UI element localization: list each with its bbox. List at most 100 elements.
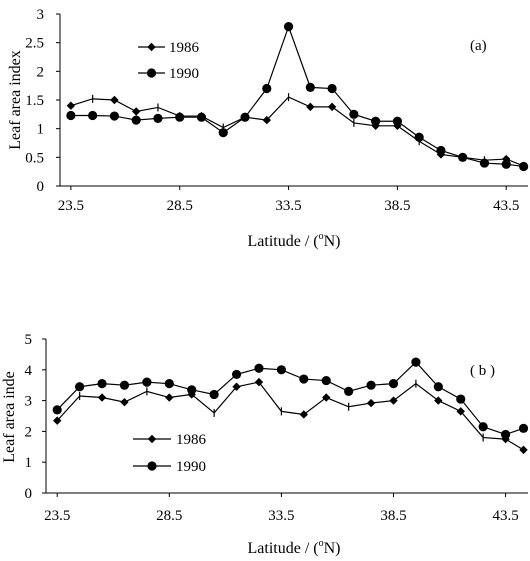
panel-b-series-1990-point [411,357,421,367]
panel-a-series-1990 [66,22,529,172]
panel-a-series-1990-line [70,24,524,168]
panel-b-y-tick-label: 3 [25,394,33,410]
panel-b-x-tick-label: 38.5 [380,508,406,524]
panel-b-series-1990-point [52,405,62,415]
panel-b-series-1990-point [299,374,309,384]
panel-a-y-tick-label: 0 [37,179,45,195]
panel-a-series-1990-point [196,112,207,122]
panel-b-legend-label: 1986 [176,432,207,448]
panel-a-y-tick-label: 1 [37,122,45,138]
panel-b-series-1986-point [519,445,528,455]
panel-b-series-1990-point [209,389,219,400]
panel-b-y-tick-label: 5 [25,332,33,348]
panel-a-x-tick-label: 43.5 [493,198,519,214]
panel-a-series-1986-point [306,102,315,112]
panel-b-y-tick-label: 0 [25,486,33,502]
panel-a-series-1990-point [109,111,120,121]
panel-b-x-tick-label: 28.5 [156,508,182,524]
panel-a-y-axis-title: Leaf area index [7,50,24,149]
panel-b-series-1986-point [120,397,129,407]
panel-b-x-axis-title: Latitude / (oN) [248,538,341,557]
panel-a-y-tick-label: 0.5 [25,150,44,166]
panel-b-series-1986-point [97,393,107,402]
panel-b-series-1990-point [231,369,242,380]
panel-b-series-1990-point [344,386,354,396]
panel-b-series-1990-point [518,423,529,433]
panel-b-series-1986-point [165,393,174,402]
panel-b-series-1990-point [388,379,399,389]
panel-a-series-1990-point [371,116,381,126]
panel-b-series-1986-point [232,382,241,391]
panel-b-legend-1990: 1990 [133,459,206,475]
panel-a-series-1990-point [88,110,98,121]
panel-b-series-1990-point [254,363,264,373]
panel-b-x-tick-label: 43.5 [492,508,518,524]
panel-b-series-1990-point [366,380,376,390]
panel-a-x-axis-title: Latitude / (oN) [248,231,341,250]
panel-b-series-1986 [53,377,528,455]
panel-a-y-tick-label: 2.5 [25,36,44,52]
panel-b-series-1986-point [53,416,62,425]
panel-b-legend-label: 1990 [176,459,206,475]
panel-a-legend-label: 1986 [169,40,200,56]
panel-b-series-1990-line [56,361,524,436]
panel-b-y-tick-label: 1 [25,455,33,471]
panel-b-x-tick-label: 23.5 [44,508,70,524]
panel-a-series-1990-point [327,83,337,94]
panel-b-y-tick-label: 4 [25,363,33,379]
panel-a-series-1990-point [305,82,315,92]
panel-b-y-tick-label: 2 [25,424,33,440]
panel-b-series-1990-point [119,380,130,390]
panel-b-series-1990-point [456,394,466,404]
panel-a-series-1986-point [262,115,271,125]
panel-a-y-tick-label: 1.5 [25,93,44,109]
panel-a-series-1986-line [70,96,524,167]
panel-a-legend-marker [147,42,156,52]
panel-a-legend-1986: 1986 [138,40,200,56]
panel-a-series-1990-point [392,116,402,126]
panel-b-series-1990-point [276,365,286,375]
panel-b-series-1990-point [164,379,174,389]
panel-b-legend-marker [147,461,157,471]
panel-a-series-1990-point [479,158,490,168]
panel-a-x-tick-label: 33.5 [275,198,301,214]
panel-a-label: (a) [470,38,487,54]
panel-b-series-1990-point [97,379,107,389]
panel-b-x-tick-label: 33.5 [268,508,294,524]
panel-b-series-1986-point [366,398,376,408]
panel-b-series-1990-point [142,377,152,387]
panel-a-series-1990-point [66,110,76,121]
panel-a-series-1990-point [349,109,359,119]
panel-a-series-1986-point [66,101,76,110]
panel-a-series-1990-point [283,22,294,32]
panel-b-series-1986-point [299,410,309,419]
panel-a-series-1986-point [131,107,141,116]
panel-b-series-1986-point [254,377,264,387]
panel-b-series-1990-point [187,385,197,395]
panel-a-series-1990-point [501,159,511,169]
panel-a-chart: 0 0.5 1 1.5 2 2.5 3 23.5 28.5 33.5 38.5 43.5 Latitud… [7,7,529,250]
panel-a-y-tick-label: 2 [37,64,45,80]
panel-a-y-tick-label: 3 [37,7,45,23]
panel-b-series-1986-point [434,396,443,405]
panel-a-legend-1990: 1990 [138,66,199,82]
panel-b-series-1986-point [456,407,465,416]
panel-b-series-1986-line [56,381,524,451]
panel-a-series-1990-point [458,152,468,162]
panel-a-series-1990-point [240,112,250,122]
panel-a-series-1990-point [519,161,529,172]
panel-b-series-1990-point [478,422,488,432]
panel-b-series-1990-point [500,429,511,440]
panel-b-series-1986-point [389,396,398,405]
panel-a-series-1986-point [327,102,337,112]
panel-b-series-1990-point [433,382,443,392]
panel-a-series-1990-point [153,113,163,123]
panel-b-legend-1986: 1986 [133,432,207,448]
panel-b-y-axis-title: Leaf area inde [1,371,18,462]
panel-b-label: ( b ) [470,363,495,379]
panel-b-series-1990 [52,357,529,440]
panel-a-series-1990-point [262,83,272,94]
panel-a-x-tick-label: 28.5 [167,198,193,214]
panel-a-legend-marker [146,68,157,78]
